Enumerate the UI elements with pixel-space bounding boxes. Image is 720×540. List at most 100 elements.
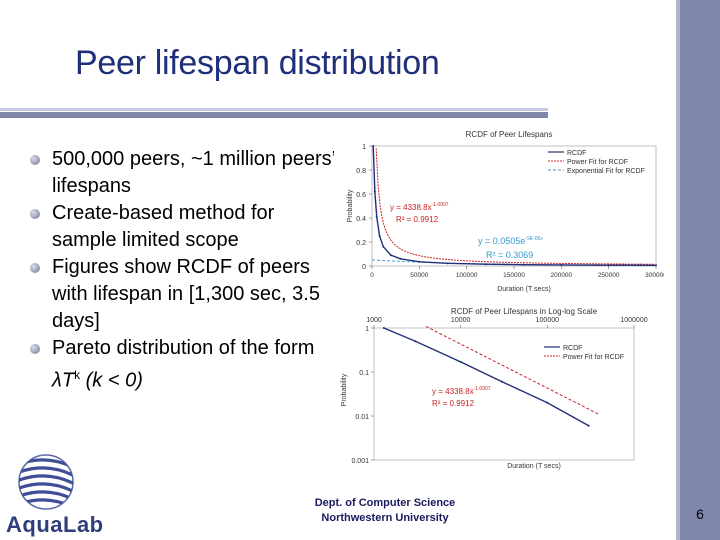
bullet-text: Figures show RCDF of peers with lifespan… [52, 256, 320, 332]
chart1-x-tick-label: 50000 [410, 272, 428, 279]
chart2-x-tick-label: 1000 [366, 317, 382, 324]
bullet-dot-icon [30, 155, 40, 165]
chart1-data-point [373, 190, 376, 193]
footer-affiliation: Dept. of Computer Science Northwestern U… [290, 496, 480, 526]
chart1-data-point [484, 263, 487, 266]
chart1-annotation-text: y = 4338.8x [390, 203, 432, 212]
chart1-data-point [522, 263, 525, 266]
chart2-x-tick-label: 10000 [451, 317, 471, 324]
formula-lambda-t: λT [52, 369, 75, 392]
chart2-legend-label: RCDF [563, 345, 582, 352]
bullet-text-prefix: Pareto distribution of the form [52, 337, 315, 359]
chart2-title: RCDF of Peer Lifespans in Log-log Scale [451, 307, 598, 316]
rcdf-linear-chart: RCDF of Peer Lifespans 0 0.2 0.4 0.6 0.8 1 0 50… [334, 126, 664, 296]
chart1-y-tick-label: 0 [362, 264, 366, 271]
chart2-annotation-sup: -1.0007 [474, 386, 491, 392]
footer-university: Northwestern University [321, 512, 449, 524]
title-underline-light [0, 108, 548, 111]
chart2-legend-label: Power Fit for RCDF [563, 354, 624, 361]
chart1-xlabel: Duration (T secs) [497, 286, 551, 293]
chart1-data-point [389, 254, 392, 257]
chart2-power-fit-line [425, 326, 600, 415]
title-underline [0, 112, 548, 118]
chart2-x-tick-label: 100000 [536, 317, 559, 324]
chart2-series-line [383, 327, 590, 427]
chart1-y-tick-label: 0.8 [356, 168, 366, 175]
chart1-data-point [378, 235, 381, 237]
bullet-list: 500,000 peers, ~1 million peers’ lifespa… [30, 146, 340, 395]
chart1-legend-label: Exponential Fit for RCDF [567, 168, 645, 175]
chart1-x-tick-label: 300000 [645, 272, 664, 279]
right-accent-bar [676, 0, 720, 540]
chart1-x-tick-label: 200000 [550, 272, 572, 279]
chart1-series-line [372, 145, 657, 266]
chart1-ylabel: Probability [347, 189, 354, 222]
page-number: 6 [696, 506, 704, 522]
bullet-dot-icon [30, 344, 40, 354]
chart1-annotation-power: y = 4338.8x-1.0007 R² = 0.9912 [390, 202, 449, 224]
chart1-data-point [655, 264, 657, 267]
chart2-y-tick-label: 0.01 [355, 414, 369, 421]
chart1-y-tick-label: 0.4 [356, 216, 366, 223]
bullet-dot-icon [30, 209, 40, 219]
chart1-x-tick-label: 150000 [503, 272, 525, 279]
chart2-data-point [459, 360, 462, 363]
chart1-annotation-sup: -9E-06x [525, 236, 543, 242]
chart1-y-tick-label: 1 [362, 144, 366, 151]
chart2-xlabel: Duration (T secs) [507, 463, 561, 470]
chart1-power-fit-line [375, 148, 655, 265]
chart2-legend: RCDF Power Fit for RCDF [544, 345, 624, 361]
chart2-data-point [587, 424, 590, 427]
chart1-y-tick-label: 0.6 [356, 192, 366, 199]
chart1-legend-label: Power Fit for RCDF [567, 159, 628, 166]
chart2-data-point [414, 340, 417, 343]
chart1-annotation-r2: R² = 0.3069 [486, 250, 533, 260]
chart2-plot-frame [373, 327, 635, 461]
formula-exponent: k [74, 368, 81, 382]
chart2-ylabel: Probability [341, 373, 348, 406]
chart1-data-point [560, 263, 563, 266]
chart1-data-point [399, 257, 402, 260]
bullet-item: Figures show RCDF of peers with lifespan… [30, 254, 340, 335]
bullet-item: Create-based method for sample limited s… [30, 200, 340, 254]
chart1-data-point [418, 260, 421, 263]
chart2-annotation-text: y = 4338.8x [432, 387, 474, 396]
chart1-data-point [372, 145, 375, 147]
chart1-annotation-sup: -1.0007 [432, 202, 449, 208]
svg-text:y = 0.0505e-9E-06x: y = 0.0505e-9E-06x [478, 236, 543, 246]
chart1-x-tick-label: 100000 [456, 272, 478, 279]
footer-dept: Dept. of Computer Science [314, 497, 456, 509]
chart1-y-tick-label: 0.2 [356, 240, 366, 247]
chart1-data-point [382, 245, 385, 248]
chart2-data-point [501, 380, 504, 383]
bullet-dot-icon [30, 263, 40, 273]
chart1-x-tick-label: 0 [370, 272, 374, 279]
bullet-item: 500,000 peers, ~1 million peers’ lifespa… [30, 146, 340, 200]
bullet-text: 500,000 peers, ~1 million peers’ lifespa… [52, 148, 336, 197]
chart1-data-point [607, 264, 610, 267]
formula-suffix: (k < 0) [80, 369, 143, 392]
chart1-title: RCDF of Peer Lifespans [466, 130, 553, 139]
chart2-annotation-power: y = 4338.8x-1.0007 R² = 0.9912 [432, 386, 491, 408]
chart1-legend: RCDF Power Fit for RCDF Exponential Fit … [548, 150, 645, 175]
bullet-text: Create-based method for sample limited s… [52, 202, 275, 251]
chart2-data-point [382, 327, 385, 329]
rcdf-loglog-chart: RCDF of Peer Lifespans in Log-log Scale … [334, 300, 664, 475]
chart1-annotation-exp: y = 0.0505e-9E-06x R² = 0.3069 [478, 236, 543, 260]
chart2-y-tick-label: 0.1 [359, 370, 369, 377]
chart2-data-point [546, 401, 549, 404]
chart1-x-tick-label: 250000 [598, 272, 620, 279]
chart2-annotation-r2: R² = 0.9912 [432, 399, 475, 408]
chart1-data-point [446, 262, 449, 265]
svg-text:y = 4338.8x-1.0007: y = 4338.8x-1.0007 [390, 202, 449, 212]
chart1-annotation-text: y = 0.0505e [478, 236, 525, 246]
chart2-x-tick-label: 1000000 [620, 317, 647, 324]
bullet-item: Pareto distribution of the form λTk (k <… [30, 335, 340, 395]
chart1-legend-label: RCDF [567, 150, 586, 157]
chart1-annotation-r2: R² = 0.9912 [396, 215, 439, 224]
svg-text:y = 4338.8x-1.0007: y = 4338.8x-1.0007 [432, 386, 491, 396]
chart2-y-tick-label: 0.001 [351, 458, 369, 465]
logo-text: AquaLab [6, 512, 104, 537]
slide-title: Peer lifespan distribution [75, 44, 440, 82]
chart2-y-tick-label: 1 [365, 326, 369, 333]
